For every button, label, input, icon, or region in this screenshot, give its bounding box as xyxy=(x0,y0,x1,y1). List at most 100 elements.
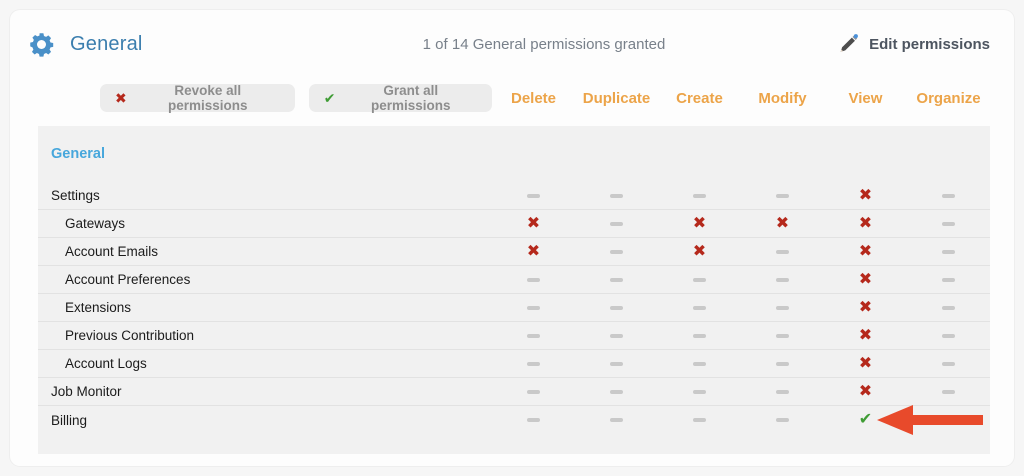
no-permission-dash-icon xyxy=(776,249,789,254)
permission-cell-organize[interactable] xyxy=(907,266,990,293)
permission-cell-modify[interactable] xyxy=(741,406,824,434)
deny-x-icon: ✖ xyxy=(858,242,873,260)
no-permission-dash-icon xyxy=(693,333,706,338)
permission-cell-create[interactable] xyxy=(658,182,741,209)
permission-cell-duplicate[interactable] xyxy=(575,210,658,237)
section-header: General xyxy=(51,146,105,162)
permission-cell-modify[interactable]: ✖ xyxy=(741,210,824,237)
row-label: Account Preferences xyxy=(65,272,191,287)
permission-cell-create[interactable] xyxy=(658,350,741,377)
permission-cell-create[interactable] xyxy=(658,294,741,321)
no-permission-dash-icon xyxy=(527,305,540,310)
deny-x-icon: ✖ xyxy=(692,214,707,232)
row-label: Extensions xyxy=(65,300,132,315)
no-permission-dash-icon xyxy=(527,389,540,394)
no-permission-dash-icon xyxy=(693,418,706,422)
permission-cell-view[interactable]: ✖ xyxy=(824,238,907,265)
permission-cell-create[interactable] xyxy=(658,266,741,293)
permission-cell-view[interactable]: ✖ xyxy=(824,294,907,321)
permission-cell-organize[interactable] xyxy=(907,378,990,405)
permission-cell-modify[interactable] xyxy=(741,322,824,349)
no-permission-dash-icon xyxy=(693,193,706,198)
permission-cell-view[interactable]: ✖ xyxy=(824,182,907,209)
permission-cell-create[interactable] xyxy=(658,378,741,405)
permission-cell-delete[interactable] xyxy=(492,406,575,434)
column-header-delete[interactable]: Delete xyxy=(510,89,557,107)
row-label: Gateways xyxy=(65,216,126,231)
no-permission-dash-icon xyxy=(776,193,789,198)
permission-cell-delete[interactable] xyxy=(492,294,575,321)
permission-cell-delete[interactable]: ✖ xyxy=(492,210,575,237)
permission-cell-duplicate[interactable] xyxy=(575,406,658,434)
permission-cell-organize[interactable] xyxy=(907,350,990,377)
permission-cell-create[interactable]: ✖ xyxy=(658,238,741,265)
permission-cell-modify[interactable] xyxy=(741,378,824,405)
grant-all-permissions-button[interactable]: ✔ Grant all permissions xyxy=(308,83,492,113)
permission-cell-modify[interactable] xyxy=(741,266,824,293)
permission-cell-organize[interactable] xyxy=(907,294,990,321)
revoke-all-permissions-button[interactable]: ✖ Revoke all permissions xyxy=(100,83,295,113)
permission-cell-duplicate[interactable] xyxy=(575,238,658,265)
permission-cell-view[interactable]: ✔ xyxy=(824,406,907,434)
row-label: Account Emails xyxy=(65,244,159,259)
permission-cell-view[interactable]: ✖ xyxy=(824,350,907,377)
permission-cell-delete[interactable] xyxy=(492,322,575,349)
no-permission-dash-icon xyxy=(527,277,540,282)
column-header-view[interactable]: View xyxy=(848,89,883,107)
permission-cell-delete[interactable] xyxy=(492,378,575,405)
row-label: Account Logs xyxy=(65,356,147,371)
no-permission-dash-icon xyxy=(776,305,789,310)
permission-cell-organize[interactable] xyxy=(907,406,990,434)
permission-cell-delete[interactable] xyxy=(492,266,575,293)
no-permission-dash-icon xyxy=(693,277,706,282)
table-row: Settings ✖ xyxy=(38,182,990,210)
column-header-create[interactable]: Create xyxy=(676,89,723,107)
permission-cell-delete[interactable]: ✖ xyxy=(492,238,575,265)
permission-cell-modify[interactable] xyxy=(741,350,824,377)
table-row: Extensions ✖ xyxy=(38,294,990,322)
permission-cell-view[interactable]: ✖ xyxy=(824,322,907,349)
column-header-modify[interactable]: Modify xyxy=(758,89,807,107)
permission-cell-modify[interactable] xyxy=(741,294,824,321)
permission-cell-duplicate[interactable] xyxy=(575,294,658,321)
no-permission-dash-icon xyxy=(942,305,955,310)
no-permission-dash-icon xyxy=(776,361,789,366)
permission-cell-organize[interactable] xyxy=(907,182,990,209)
no-permission-dash-icon xyxy=(942,361,955,366)
permissions-summary: 1 of 14 General permissions granted xyxy=(422,35,666,53)
permission-cell-modify[interactable] xyxy=(741,182,824,209)
permission-cell-organize[interactable] xyxy=(907,210,990,237)
no-permission-dash-icon xyxy=(610,305,623,310)
row-label: Settings xyxy=(51,188,100,203)
title-group: General xyxy=(28,31,278,58)
permission-cell-delete[interactable] xyxy=(492,350,575,377)
permission-cell-duplicate[interactable] xyxy=(575,350,658,377)
permission-cell-create[interactable] xyxy=(658,322,741,349)
permission-cell-organize[interactable] xyxy=(907,322,990,349)
permissions-table: General Settings ✖ Gateways ✖ ✖ ✖ ✖ Account Ema… xyxy=(38,126,990,454)
permission-cell-view[interactable]: ✖ xyxy=(824,378,907,405)
permission-cell-modify[interactable] xyxy=(741,238,824,265)
permission-cell-organize[interactable] xyxy=(907,238,990,265)
no-permission-dash-icon xyxy=(693,305,706,310)
bulk-buttons: ✖ Revoke all permissions ✔ Grant all per… xyxy=(38,83,492,113)
permission-cell-delete[interactable] xyxy=(492,182,575,209)
no-permission-dash-icon xyxy=(942,249,955,254)
deny-x-icon: ✖ xyxy=(858,186,873,204)
permission-cell-create[interactable] xyxy=(658,406,741,434)
no-permission-dash-icon xyxy=(527,193,540,198)
permission-cell-duplicate[interactable] xyxy=(575,266,658,293)
table-row: Job Monitor ✖ xyxy=(38,378,990,406)
edit-permissions-button[interactable]: Edit permissions xyxy=(810,33,990,55)
permission-cell-view[interactable]: ✖ xyxy=(824,266,907,293)
column-header-duplicate[interactable]: Duplicate xyxy=(582,89,651,107)
no-permission-dash-icon xyxy=(527,333,540,338)
permission-cell-view[interactable]: ✖ xyxy=(824,210,907,237)
no-permission-dash-icon xyxy=(610,389,623,394)
permission-cell-duplicate[interactable] xyxy=(575,322,658,349)
permission-cell-create[interactable]: ✖ xyxy=(658,210,741,237)
permission-cell-duplicate[interactable] xyxy=(575,378,658,405)
no-permission-dash-icon xyxy=(610,333,623,338)
permission-cell-duplicate[interactable] xyxy=(575,182,658,209)
column-header-organize[interactable]: Organize xyxy=(916,89,981,107)
